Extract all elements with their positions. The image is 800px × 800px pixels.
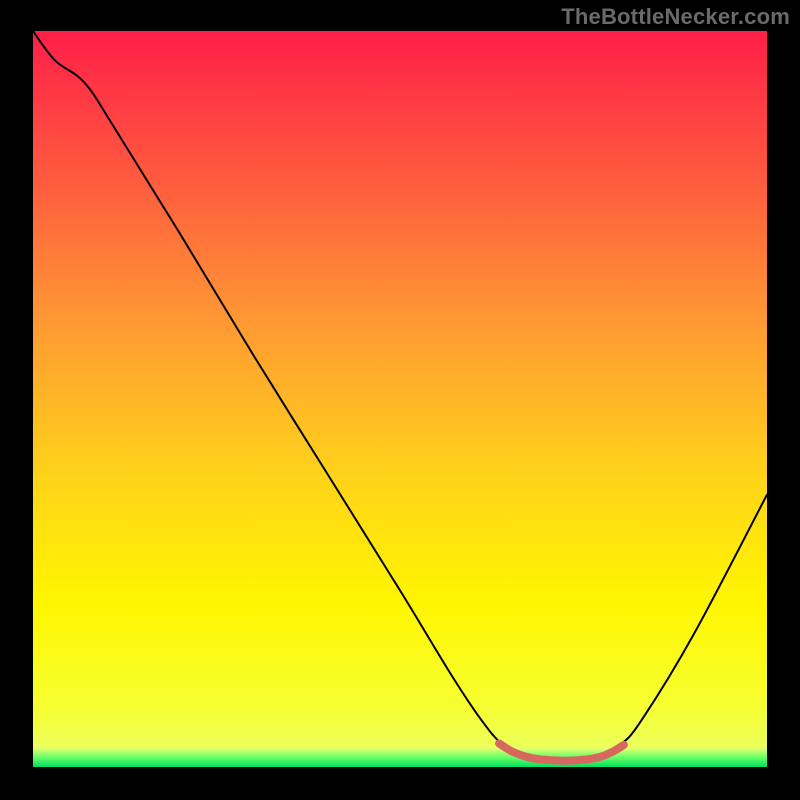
green-bottom-strip <box>33 748 767 767</box>
chart-svg <box>33 31 767 767</box>
gradient-background <box>33 31 767 767</box>
plot-area <box>33 31 767 767</box>
watermark-text: TheBottleNecker.com <box>561 4 790 30</box>
chart-frame: TheBottleNecker.com <box>0 0 800 800</box>
